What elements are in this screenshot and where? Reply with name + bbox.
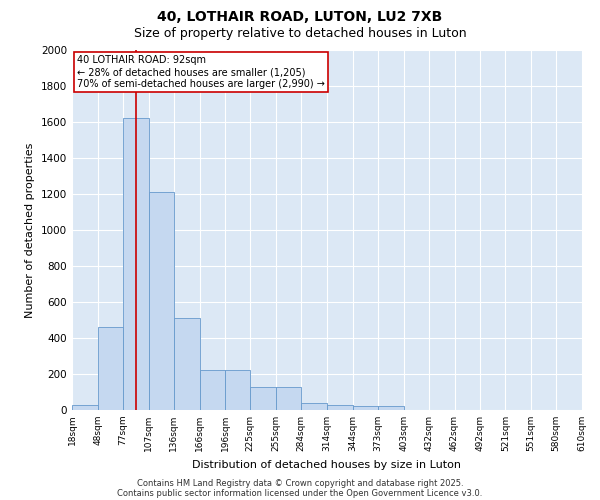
Text: Contains public sector information licensed under the Open Government Licence v3: Contains public sector information licen… bbox=[118, 488, 482, 498]
Bar bbox=[327, 404, 353, 410]
Text: Contains HM Land Registry data © Crown copyright and database right 2025.: Contains HM Land Registry data © Crown c… bbox=[137, 478, 463, 488]
Bar bbox=[149, 192, 173, 410]
Bar bbox=[301, 403, 327, 410]
Bar bbox=[226, 370, 250, 410]
Text: 40, LOTHAIR ROAD, LUTON, LU2 7XB: 40, LOTHAIR ROAD, LUTON, LU2 7XB bbox=[157, 10, 443, 24]
Bar bbox=[378, 406, 404, 410]
Bar bbox=[123, 118, 149, 410]
Y-axis label: Number of detached properties: Number of detached properties bbox=[25, 142, 35, 318]
Bar bbox=[72, 404, 98, 410]
Bar bbox=[353, 406, 378, 410]
Bar bbox=[98, 327, 123, 410]
Bar bbox=[173, 318, 199, 410]
Bar bbox=[250, 386, 276, 410]
Text: Size of property relative to detached houses in Luton: Size of property relative to detached ho… bbox=[134, 28, 466, 40]
Bar bbox=[276, 386, 301, 410]
Text: 40 LOTHAIR ROAD: 92sqm
← 28% of detached houses are smaller (1,205)
70% of semi-: 40 LOTHAIR ROAD: 92sqm ← 28% of detached… bbox=[77, 56, 325, 88]
X-axis label: Distribution of detached houses by size in Luton: Distribution of detached houses by size … bbox=[193, 460, 461, 469]
Bar bbox=[199, 370, 226, 410]
